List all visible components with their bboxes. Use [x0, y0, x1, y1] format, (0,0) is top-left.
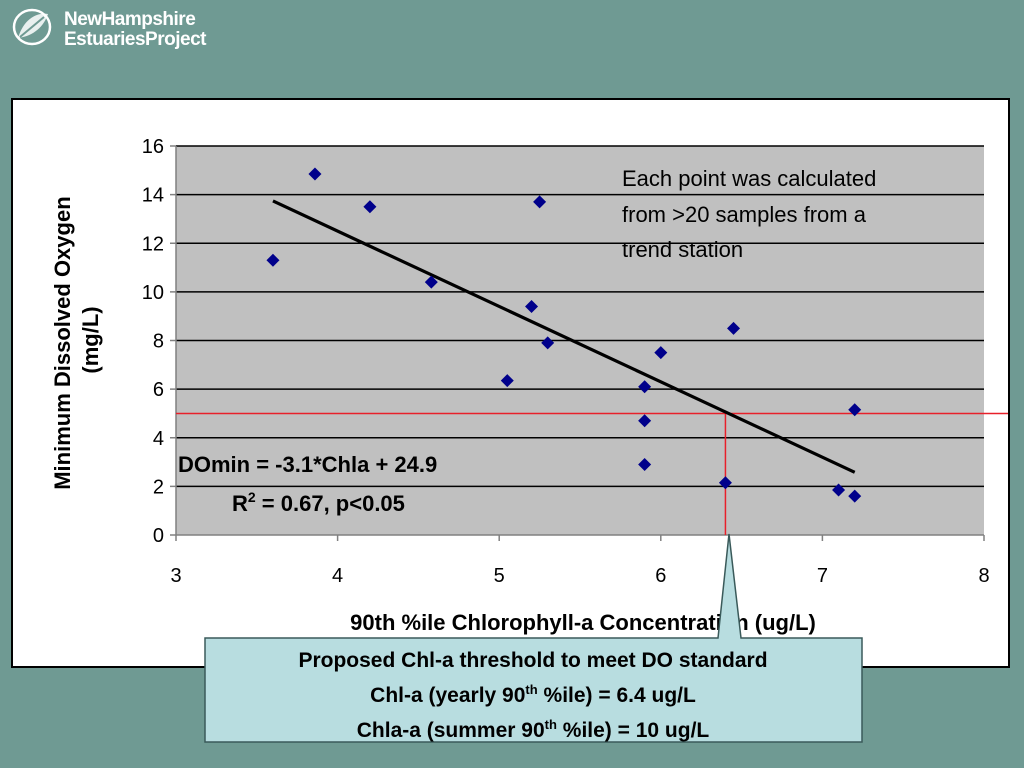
data-point — [638, 414, 652, 428]
y-axis-title-line1: Minimum Dissolved Oxygen — [50, 196, 75, 489]
logo-text: NewHampshire EstuariesProject — [64, 10, 206, 50]
chart-frame: 0 2 4 6 8 10 12 14 16 3 4 5 6 7 8 Minimum Dissolved O… — [11, 98, 1010, 668]
data-point — [638, 457, 652, 471]
callout-line3: Chla-a (summer 90th %ile) = 10 ug/L — [356, 717, 710, 742]
callout: Proposed Chl-a threshold to meet DO stan… — [208, 646, 858, 745]
x-tick-label: 5 — [494, 565, 505, 587]
data-point — [727, 321, 741, 335]
y-tick-label: 12 — [142, 233, 164, 255]
callout-line2: Chl-a (yearly 90th %ile) = 6.4 ug/L — [370, 682, 696, 707]
data-point — [654, 346, 668, 360]
logo-line2: EstuariesProject — [64, 29, 206, 50]
data-point — [308, 167, 322, 181]
y-tick-label: 4 — [153, 428, 164, 450]
x-tick-labels: 3 4 5 6 7 8 — [170, 565, 989, 587]
data-point — [500, 374, 514, 388]
y-tick-label: 8 — [153, 331, 164, 353]
logo: NewHampshire EstuariesProject — [8, 4, 228, 54]
annotation-line1: Each point was calculated — [622, 166, 876, 191]
threshold-lines — [176, 412, 1008, 535]
x-tick-label: 4 — [332, 565, 343, 587]
y-tick-label: 2 — [153, 476, 164, 498]
x-tick-label: 3 — [170, 565, 181, 587]
scatter-chart: 0 2 4 6 8 10 12 14 16 3 4 5 6 7 8 Minimum Dissolved O… — [50, 136, 1008, 635]
y-tick-label: 0 — [153, 525, 164, 547]
x-tick-label: 6 — [655, 565, 666, 587]
x-tick-label: 8 — [978, 565, 989, 587]
y-tick-label: 16 — [142, 136, 164, 158]
logo-line1: NewHampshire — [64, 9, 196, 30]
leaf-icon — [12, 8, 52, 46]
data-point — [718, 476, 732, 490]
data-point — [363, 200, 377, 214]
annotation: Each point was calculated from >20 sampl… — [622, 166, 883, 262]
x-axis-title: 90th %ile Chlorophyll-a Concentration (u… — [350, 610, 816, 635]
data-point — [525, 299, 539, 313]
data-point — [848, 489, 862, 503]
y-tick-label: 6 — [153, 379, 164, 401]
data-point — [424, 275, 438, 289]
y-tick-label: 14 — [142, 185, 164, 207]
data-point — [638, 380, 652, 394]
trendline — [272, 199, 856, 474]
regression-equation: DOmin = -3.1*Chla + 24.9 — [178, 452, 437, 477]
y-tick-label: 10 — [142, 282, 164, 304]
annotation-line2: from >20 samples from a — [622, 202, 867, 227]
annotation-line3: trend station — [622, 237, 743, 262]
data-point — [533, 195, 547, 209]
grid-lines — [176, 145, 984, 488]
data-points — [266, 167, 862, 503]
data-point — [832, 483, 846, 497]
r-squared-label: R2 = 0.67, p<0.05 — [232, 489, 405, 516]
y-axis-title: Minimum Dissolved Oxygen (mg/L) — [50, 190, 103, 490]
callout-line1: Proposed Chl-a threshold to meet DO stan… — [298, 649, 768, 672]
y-axis-title-line2: (mg/L) — [78, 306, 103, 373]
data-point — [848, 403, 862, 417]
x-tick-label: 7 — [817, 565, 828, 587]
y-tick-labels: 0 2 4 6 8 10 12 14 16 — [142, 136, 164, 547]
data-point — [541, 336, 555, 350]
